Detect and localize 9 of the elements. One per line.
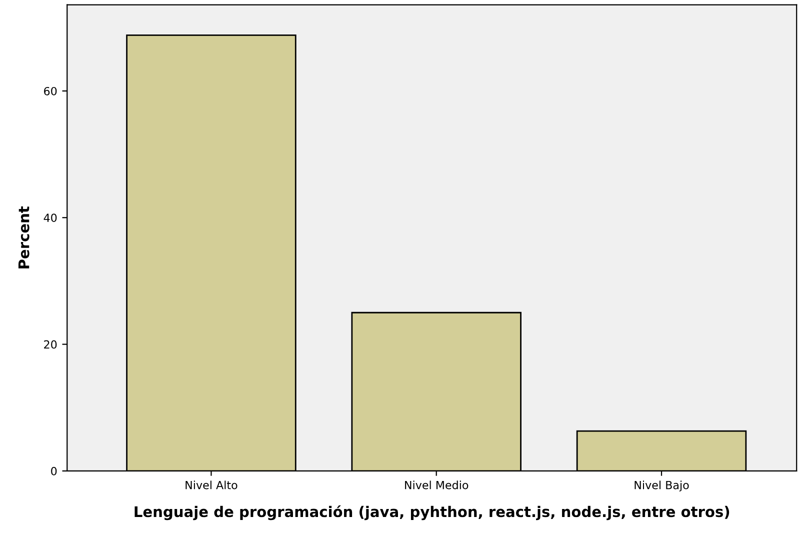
y-tick-label: 0 <box>51 466 57 476</box>
x-tick-label: Nivel Medio <box>405 480 468 490</box>
y-tick-label: 60 <box>44 86 57 96</box>
x-tick-label: Nivel Bajo <box>634 480 689 492</box>
y-axis-title: Percent <box>18 206 30 268</box>
x-tick-label: Nivel Alto <box>186 480 238 490</box>
y-tick-label: 40 <box>44 214 57 222</box>
y-tick-label: 20 <box>44 340 57 349</box>
x-axis-title: Lenguaje de programación (java, pyhthon, react.js, node.js, entre otros) <box>134 505 730 520</box>
